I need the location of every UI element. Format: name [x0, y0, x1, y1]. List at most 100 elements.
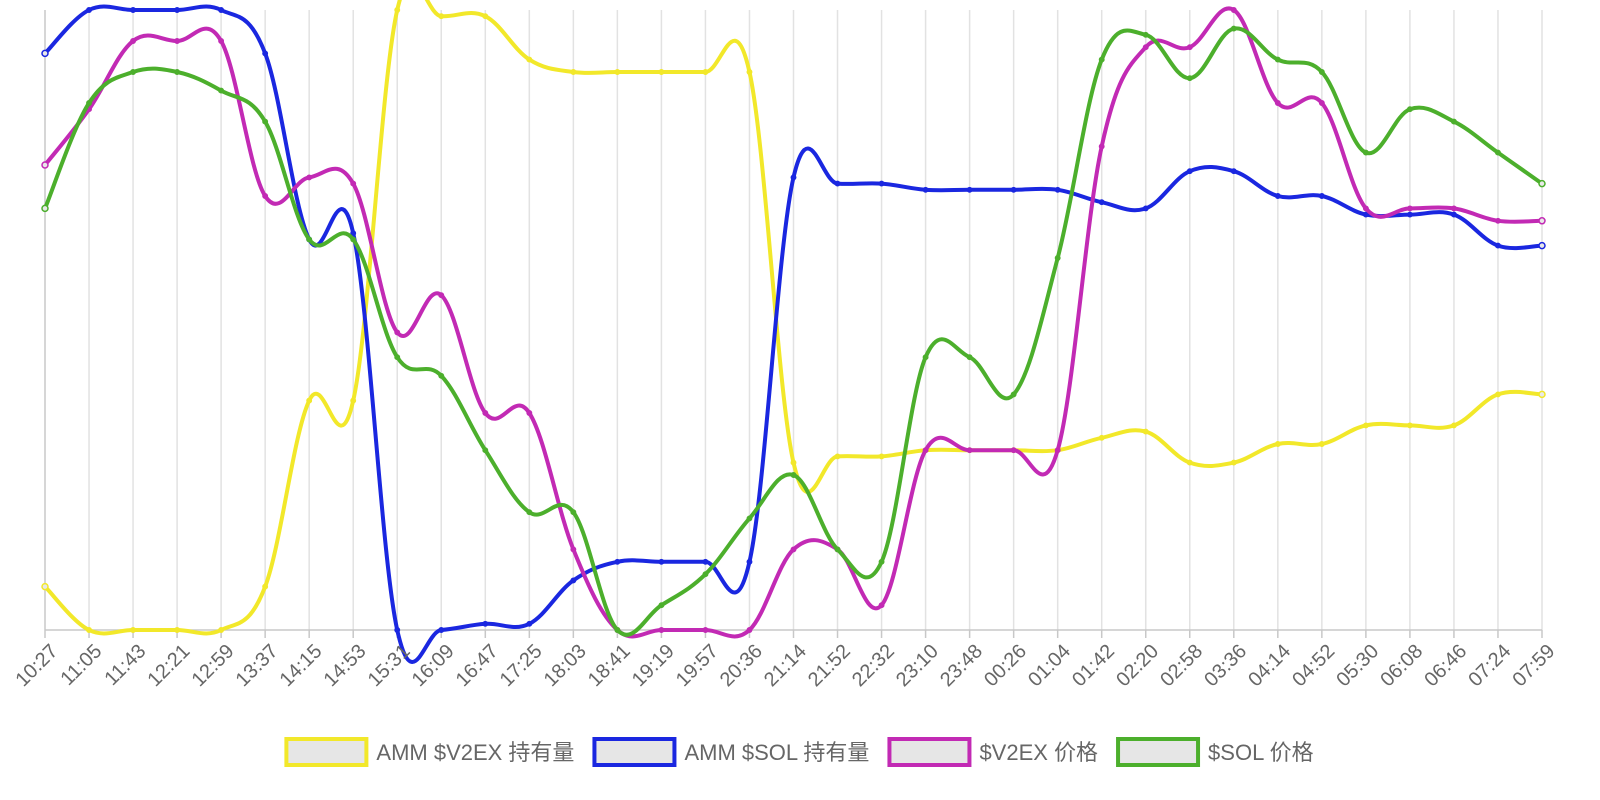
data-point: [394, 354, 401, 361]
data-point: [1362, 422, 1369, 429]
x-tick-label: 17:25: [496, 640, 547, 691]
data-point: [218, 627, 225, 633]
legend-item-2[interactable]: AMM $SOL 持有量: [592, 737, 869, 767]
data-point: [438, 13, 445, 20]
legend-item-3[interactable]: $V2EX 价格: [887, 737, 1098, 767]
series-4: [41, 25, 1546, 637]
data-point: [86, 627, 92, 633]
series-3: [41, 6, 1546, 639]
data-point: [1098, 56, 1105, 63]
data-point: [1450, 205, 1457, 212]
data-point: [966, 447, 973, 454]
data-point: [1186, 459, 1193, 466]
data-point: [570, 577, 577, 584]
data-point: [702, 627, 709, 633]
data-point: [1230, 168, 1237, 175]
data-point: [834, 453, 841, 460]
data-point: [174, 38, 181, 44]
x-tick-label: 21:52: [804, 640, 855, 691]
data-point: [41, 49, 49, 58]
data-point: [526, 56, 533, 63]
x-tick-label: 05:30: [1332, 640, 1383, 691]
data-point: [878, 602, 885, 609]
legend-item-4[interactable]: $SOL 价格: [1116, 737, 1314, 767]
data-point: [1098, 199, 1105, 206]
data-point: [394, 7, 401, 13]
data-point: [86, 100, 92, 106]
data-point: [834, 180, 841, 187]
x-tick-label: 23:48: [936, 640, 987, 691]
data-point: [438, 627, 445, 633]
legend-swatch: [887, 737, 972, 767]
data-point: [746, 515, 753, 522]
x-tick-label: 16:47: [452, 640, 503, 691]
data-point: [1230, 459, 1237, 466]
data-point: [350, 236, 357, 243]
x-tick-label: 18:41: [584, 640, 635, 691]
data-point: [1010, 391, 1017, 398]
data-point: [922, 447, 929, 454]
data-point: [306, 236, 313, 243]
x-tick-label: 00:26: [980, 640, 1031, 691]
data-point: [1230, 25, 1237, 32]
data-point: [526, 410, 533, 416]
data-point: [438, 292, 445, 299]
data-point: [658, 558, 665, 565]
data-point: [1450, 211, 1457, 218]
data-point: [702, 571, 709, 578]
x-tick-label: 12:59: [188, 640, 239, 691]
x-tick-label: 04:52: [1288, 640, 1339, 691]
data-point: [1538, 390, 1546, 399]
data-point: [306, 174, 313, 181]
data-point: [262, 193, 269, 199]
data-point: [41, 161, 49, 169]
data-point: [130, 38, 137, 44]
data-point: [1142, 31, 1149, 38]
data-point: [922, 186, 929, 193]
data-point: [218, 87, 225, 94]
data-point: [262, 118, 269, 125]
x-tick-label: 06:08: [1376, 640, 1427, 691]
data-point: [1495, 391, 1501, 398]
data-point: [526, 620, 533, 627]
x-tick-label: 02:58: [1156, 640, 1207, 691]
data-point: [130, 627, 137, 633]
data-point: [1098, 434, 1105, 441]
data-point: [1495, 242, 1501, 249]
data-point: [86, 7, 92, 13]
data-point: [1406, 422, 1413, 429]
data-point: [878, 453, 885, 460]
data-point: [614, 558, 621, 565]
data-point: [966, 186, 973, 193]
x-tick-label: 07:59: [1508, 640, 1559, 691]
grid-lines: [44, 10, 1543, 638]
data-point: [1142, 44, 1149, 51]
x-tick-label: 19:57: [672, 640, 723, 691]
data-point: [1450, 118, 1457, 125]
data-point: [1186, 44, 1193, 51]
x-tick-label: 16:09: [408, 640, 459, 691]
data-point: [1538, 241, 1546, 250]
legend-swatch: [592, 737, 677, 767]
data-point: [1406, 205, 1413, 212]
x-tick-label: 15:31: [364, 640, 415, 691]
data-point: [1362, 149, 1369, 156]
legend-item-1[interactable]: AMM $V2EX 持有量: [284, 737, 574, 767]
x-tick-label: 04:14: [1244, 640, 1295, 691]
data-point: [1274, 100, 1281, 106]
x-tick-label: 20:36: [716, 640, 767, 691]
x-tick-label: 21:14: [760, 640, 811, 691]
data-point: [1054, 186, 1061, 193]
x-tick-label: 01:42: [1068, 640, 1119, 691]
data-point: [1274, 193, 1281, 199]
data-point: [1406, 106, 1413, 113]
data-point: [658, 69, 665, 75]
data-point: [1142, 205, 1149, 212]
data-point: [790, 546, 797, 553]
data-point: [1010, 186, 1017, 193]
legend-label: AMM $V2EX 持有量: [376, 740, 574, 765]
data-point: [526, 509, 533, 516]
x-tick-label: 19:19: [628, 640, 679, 691]
x-tick-label: 11:43: [101, 640, 151, 690]
